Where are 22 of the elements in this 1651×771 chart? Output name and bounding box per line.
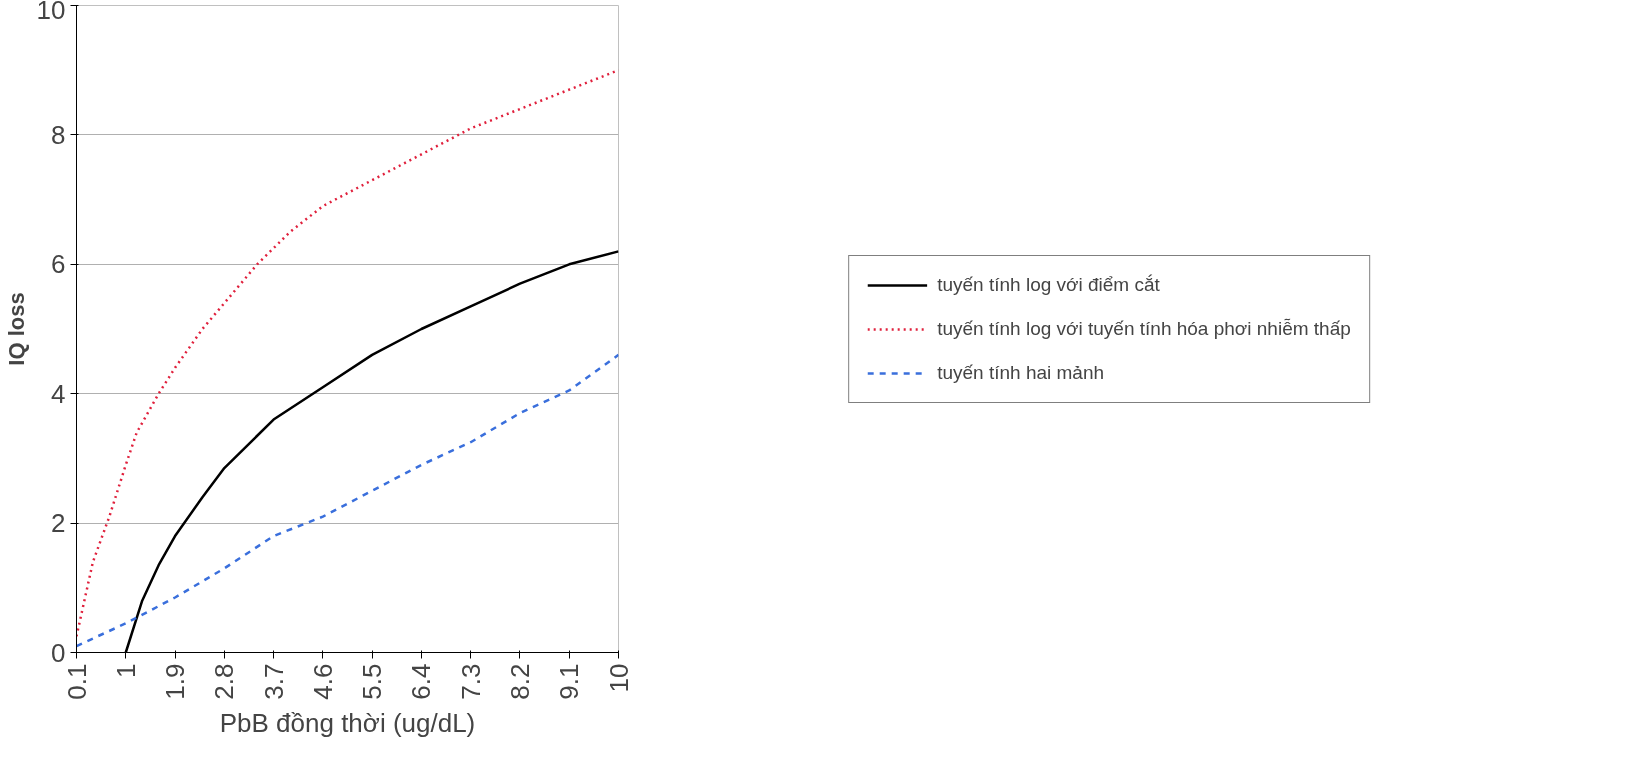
x-tick-label: 1 [110,663,141,678]
x-tick-label: 6.4 [406,663,437,700]
x-tick-label: 9.1 [554,663,585,700]
line-series [76,353,619,648]
y-tick-label: 8 [51,119,66,150]
x-tick-label: 1.9 [160,663,191,700]
legend-label: tuyến tính hai mảnh [937,361,1105,384]
y-tick-label: 6 [51,249,66,280]
x-tick-label: 3.7 [258,663,289,700]
y-axis-title: IQ loss [3,292,29,366]
x-tick-label: 10 [603,663,634,693]
legend-label: tuyến tính log với tuyến tính hóa phơi nhiễm thấp [937,317,1351,340]
x-tick-label: 4.6 [307,663,338,700]
y-tick-label: 4 [51,378,66,409]
x-tick-label: 7.3 [455,663,486,700]
x-tick-label: 8.2 [504,663,535,700]
y-tick-label: 2 [51,508,66,539]
y-tick-label: 10 [36,0,66,25]
legend-label: tuyến tính log với điểm cắt [937,273,1160,296]
x-axis-title: PbB đồng thời (ug/dL) [219,707,476,738]
x-tick-label: 5.5 [357,663,388,700]
x-tick-label: 2.8 [209,663,240,700]
